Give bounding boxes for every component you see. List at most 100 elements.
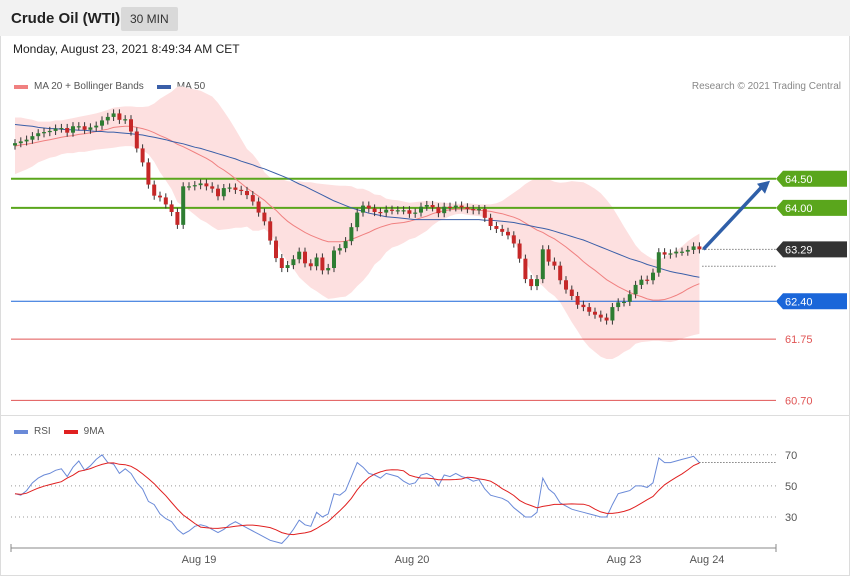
candle-body — [30, 136, 35, 140]
candle — [494, 221, 499, 233]
candle — [680, 247, 684, 256]
candle — [453, 201, 458, 212]
target-arrow-head — [757, 180, 770, 194]
candle — [569, 285, 574, 301]
candle-body — [59, 128, 64, 130]
candle-body — [361, 205, 365, 213]
candle-body — [506, 231, 510, 236]
candle-body — [668, 253, 673, 255]
candle — [482, 205, 487, 222]
candle-body — [581, 304, 586, 308]
level-label-60.70: 60.70 — [785, 395, 813, 407]
candle-body — [71, 126, 75, 133]
candle-body — [639, 279, 644, 285]
candle-body — [535, 279, 539, 287]
candle-body — [53, 128, 58, 131]
level-label-62.40: 62.40 — [785, 296, 813, 308]
candle-body — [680, 251, 684, 253]
candle-body — [303, 251, 307, 264]
candle-body — [100, 120, 104, 126]
rsi-swatch — [14, 429, 28, 434]
candle — [697, 242, 702, 254]
level-label-63.29: 63.29 — [785, 244, 813, 256]
candle — [639, 275, 644, 289]
candle-body — [227, 187, 232, 189]
candle-body — [697, 246, 702, 250]
candle — [378, 207, 383, 217]
candle — [256, 197, 261, 217]
candle — [210, 182, 215, 193]
candle-body — [332, 250, 336, 268]
candle — [424, 200, 429, 211]
candle-body — [622, 301, 626, 304]
x-tick-label: Aug 24 — [690, 554, 725, 566]
candle-body — [320, 257, 325, 271]
legend-label-9ma: 9MA — [83, 426, 105, 437]
candle-body — [390, 209, 394, 211]
candle — [610, 303, 615, 325]
candle — [123, 115, 128, 124]
candle — [540, 245, 545, 284]
candle — [65, 123, 70, 137]
candle — [59, 123, 64, 133]
instrument-title: Crude Oil (WTI) — [11, 10, 121, 27]
candle-body — [245, 191, 249, 196]
candle-body — [558, 265, 563, 281]
legend-item-rsi: RSI — [14, 426, 51, 437]
level-tag-62.40 — [776, 293, 847, 310]
candle — [552, 257, 557, 270]
legend-item-9ma: 9MA — [63, 426, 105, 437]
candle-body — [413, 212, 418, 214]
candle — [604, 313, 609, 325]
candle-body — [482, 209, 487, 218]
candle — [558, 261, 563, 285]
candle-body — [674, 251, 679, 254]
candle — [227, 183, 232, 193]
candle — [337, 244, 342, 255]
candle-body — [117, 113, 122, 120]
candle-body — [500, 228, 505, 232]
legend-item-ma50: MA 50 — [156, 81, 205, 92]
candle — [279, 254, 284, 273]
candle-body — [65, 128, 70, 133]
price-legend: MA 20 + Bollinger Bands MA 50 — [14, 81, 218, 92]
candle — [140, 144, 145, 167]
candle-body — [268, 221, 273, 241]
candle — [355, 208, 360, 232]
candle-body — [685, 249, 690, 252]
candle — [158, 191, 162, 202]
level-tag-63.29 — [776, 241, 847, 258]
candle — [76, 122, 81, 131]
candle-body — [175, 212, 180, 225]
candle — [239, 185, 244, 196]
candle-body — [146, 162, 151, 185]
candle-body — [152, 184, 157, 196]
candle-body — [129, 119, 133, 132]
candle — [233, 183, 238, 194]
rsi-line — [14, 454, 700, 544]
candle — [30, 132, 35, 144]
candle — [511, 231, 516, 248]
candle — [291, 255, 296, 270]
candle-body — [564, 280, 568, 290]
timeframe-button[interactable]: 30 MIN — [121, 7, 178, 31]
candle-body — [453, 205, 458, 208]
rsi-tick-50: 50 — [785, 481, 797, 493]
candle — [47, 126, 52, 137]
candle-body — [645, 279, 650, 281]
candle-body — [308, 263, 313, 267]
candle-body — [529, 279, 534, 287]
candle — [343, 237, 348, 253]
candle — [651, 268, 655, 285]
candle-body — [134, 131, 139, 149]
candle-body — [198, 183, 203, 186]
candle-body — [598, 314, 603, 318]
candle — [622, 297, 626, 307]
candle-body — [401, 210, 406, 212]
candle-body — [221, 188, 226, 197]
candle — [320, 253, 325, 275]
candle-body — [82, 126, 87, 130]
candle-body — [47, 130, 52, 133]
candle — [175, 207, 180, 229]
legend-item-ma20: MA 20 + Bollinger Bands — [14, 81, 144, 92]
